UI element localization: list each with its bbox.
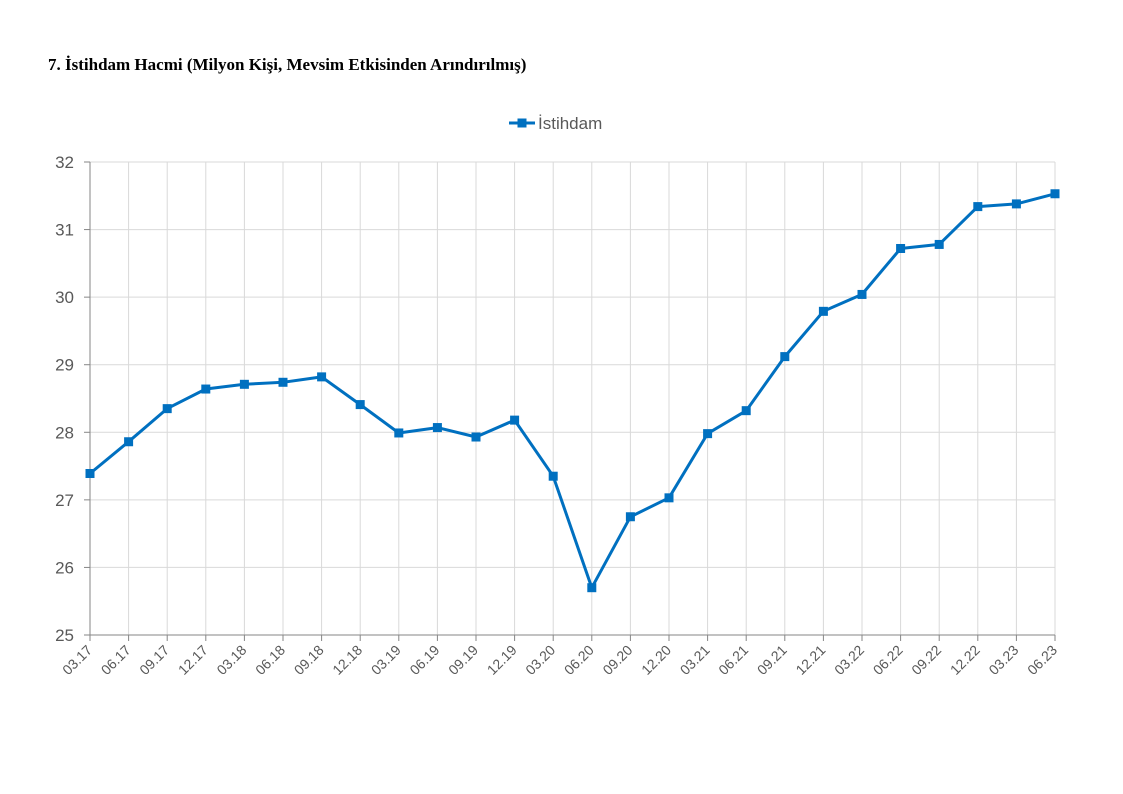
x-tick-label: 12.17 [175,642,211,678]
series-line-istihdam [89,192,1056,590]
data-point-marker [857,289,867,299]
x-tick-label: 09.18 [291,642,327,678]
grid-lines [90,161,1056,635]
data-point-marker [201,384,211,394]
data-point-marker [818,306,828,316]
x-tick-label: 03.23 [985,642,1021,678]
x-tick-label: 09.19 [445,642,481,678]
data-point-marker [548,471,558,481]
y-tick-label: 27 [55,491,74,510]
x-tick-label: 03.21 [677,642,713,678]
x-tick-label: 03.19 [368,642,404,678]
x-tick-label: 06.23 [1024,642,1060,678]
x-tick-label: 12.21 [792,642,828,678]
data-point-marker [1011,199,1021,209]
y-tick-label: 29 [55,356,74,375]
data-point-marker [85,469,95,479]
data-point-marker [587,583,597,593]
data-point-marker [162,404,172,414]
legend-marker-swatch [517,118,527,128]
data-point-marker [432,423,442,433]
data-point-marker [510,415,520,425]
x-tick-label: 06.22 [870,642,906,678]
x-tick-label: 06.21 [715,642,751,678]
y-tick-label: 30 [55,288,74,307]
data-point-marker [896,243,906,253]
data-point-marker [625,512,635,522]
data-point-marker [355,400,365,410]
data-point-marker [780,352,790,362]
data-point-marker [973,202,983,212]
x-tick-label: 06.20 [561,642,597,678]
y-tick-label: 31 [55,221,74,240]
legend-label: İstihdam [538,114,602,133]
axes [84,161,1056,641]
data-point-marker [934,239,944,249]
x-tick-label: 06.18 [252,642,288,678]
x-tick-label: 03.18 [213,642,249,678]
x-tick-label: 09.22 [908,642,944,678]
x-tick-labels: 03.17 06.17 09.17 12.17 03.18 06.18 09.18 12.18… [59,642,1060,678]
x-tick-label: 12.20 [638,642,674,678]
data-point-marker [1050,189,1060,199]
data-point-marker [703,429,713,439]
y-tick-labels: 25 26 27 28 29 30 31 32 [55,153,74,645]
x-tick-label: 09.17 [136,642,172,678]
y-tick-label: 32 [55,153,74,172]
data-point-marker [471,432,481,442]
y-tick-label: 26 [55,558,74,577]
x-tick-label: 06.17 [98,642,134,678]
x-tick-label: 03.20 [522,642,558,678]
y-tick-label: 25 [55,626,74,645]
y-tick-label: 28 [55,423,74,442]
x-tick-label: 09.21 [754,642,790,678]
data-point-marker [317,372,327,382]
x-tick-label: 03.17 [59,642,95,678]
legend: İstihdam [509,114,602,133]
x-tick-label: 03.22 [831,642,867,678]
x-tick-label: 06.19 [406,642,442,678]
data-point-marker [664,493,674,503]
series [85,189,1060,593]
data-point-marker [741,406,751,416]
data-point-marker [124,437,134,447]
page-title: 7. İstihdam Hacmi (Milyon Kişi, Mevsim E… [48,55,527,74]
x-tick-label: 09.20 [599,642,635,678]
x-tick-label: 12.19 [484,642,520,678]
x-tick-label: 12.18 [329,642,365,678]
data-point-marker [239,379,249,389]
x-tick-label: 12.22 [947,642,983,678]
data-point-marker [394,428,404,438]
data-point-marker [278,377,288,387]
